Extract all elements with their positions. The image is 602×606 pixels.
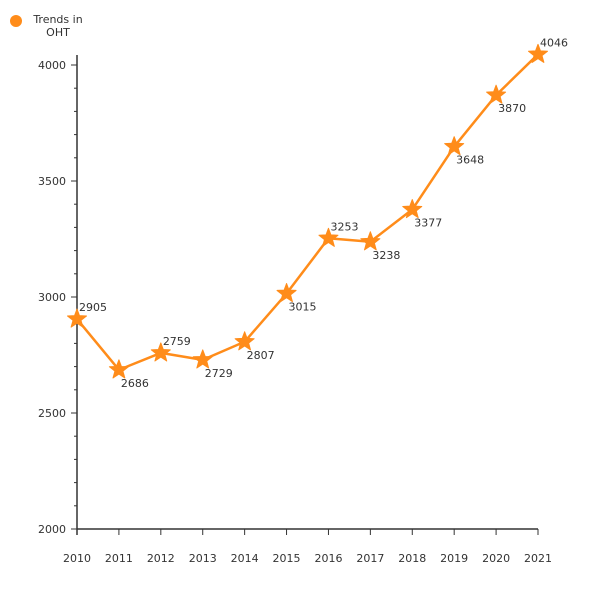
data-point-star [276, 283, 297, 303]
x-tick-label: 2012 [147, 552, 175, 565]
x-tick-label: 2014 [231, 552, 259, 565]
data-label: 2807 [247, 349, 275, 362]
x-tick-label: 2016 [314, 552, 342, 565]
data-point-star [234, 331, 255, 351]
data-point-star [402, 199, 423, 219]
y-tick-label: 3000 [38, 291, 66, 304]
x-tick-label: 2011 [105, 552, 133, 565]
data-label: 3238 [372, 249, 400, 262]
data-label: 2905 [79, 301, 107, 314]
series-line [76, 53, 539, 372]
y-tick-label: 2500 [38, 407, 66, 420]
data-point-star [318, 227, 339, 247]
x-tick-label: 2021 [524, 552, 552, 565]
y-tick-label: 4000 [38, 59, 66, 72]
data-label: 2759 [163, 335, 191, 348]
data-point-star [108, 359, 129, 379]
data-point-star [66, 308, 88, 328]
x-tick-label: 2019 [440, 552, 468, 565]
data-label: 2729 [205, 367, 233, 380]
data-label: 3253 [330, 220, 358, 233]
data-label: 3870 [498, 102, 526, 115]
data-label: 3648 [456, 154, 484, 167]
legend-label-line-1: Trends in [33, 13, 83, 26]
legend-label: Trends in OHT [28, 13, 88, 39]
data-label: 3015 [289, 301, 317, 314]
y-tick-label: 2000 [38, 523, 66, 536]
x-tick-label: 2010 [63, 552, 91, 565]
y-tick-label: 3500 [38, 175, 66, 188]
legend-marker-icon [10, 15, 22, 27]
data-point-star [360, 231, 381, 251]
data-point-star [486, 84, 507, 104]
data-point-star [150, 342, 171, 362]
x-tick-label: 2017 [356, 552, 384, 565]
x-tick-label: 2013 [189, 552, 217, 565]
data-label: 2686 [121, 377, 149, 390]
data-label: 4046 [540, 36, 568, 49]
data-point-star [444, 136, 465, 156]
data-label: 3377 [414, 217, 442, 230]
x-tick-label: 2020 [482, 552, 510, 565]
data-point-star [527, 43, 549, 63]
data-point-star [192, 349, 213, 369]
x-tick-label: 2015 [273, 552, 301, 565]
x-tick-label: 2018 [398, 552, 426, 565]
legend[interactable]: Trends in OHT [10, 13, 88, 39]
legend-label-line-2: OHT [46, 26, 70, 39]
